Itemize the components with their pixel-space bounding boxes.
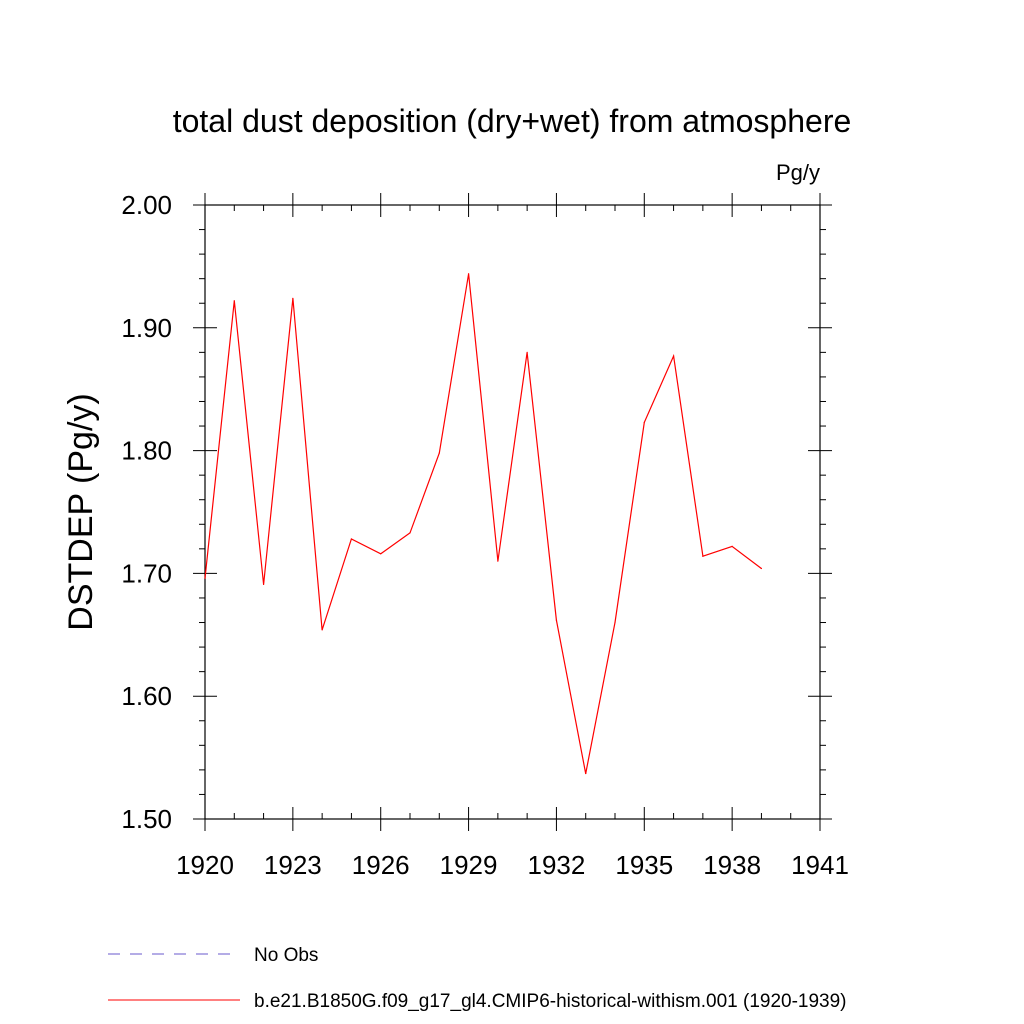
legend: No Obs b.e21.B1850G.f09_g17_gl4.CMIP6-his… xyxy=(108,945,847,1012)
legend-label: b.e21.B1850G.f09_g17_gl4.CMIP6-historica… xyxy=(254,991,847,1012)
y-tick-label: 1.60 xyxy=(121,681,172,711)
legend-label: No Obs xyxy=(254,945,318,966)
data-point xyxy=(497,560,499,562)
data-point xyxy=(467,273,470,275)
data-point xyxy=(409,532,411,534)
plot-frame xyxy=(204,204,821,820)
x-tick-label: 1938 xyxy=(703,850,761,880)
data-point xyxy=(380,553,382,555)
axis-tick-labels: 1920 1923 1926 1929 1932 1935 1938 1941 1.50 1.60… xyxy=(121,190,849,880)
x-tick-label: 1923 xyxy=(264,850,322,880)
data-point xyxy=(438,452,440,454)
data-point xyxy=(702,555,704,557)
data-point xyxy=(643,421,645,423)
data-point xyxy=(321,629,323,631)
data-point xyxy=(292,297,294,299)
series-layer xyxy=(204,273,763,775)
units-label: Pg/y xyxy=(776,160,820,185)
data-point xyxy=(614,621,616,624)
data-point xyxy=(760,567,763,570)
y-axis-label: DSTDEP (Pg/y) xyxy=(62,393,100,630)
chart-title: total dust deposition (dry+wet) from atm… xyxy=(173,103,852,139)
data-point xyxy=(672,355,675,357)
y-tick-label: 1.50 xyxy=(121,804,172,834)
data-point xyxy=(526,351,528,353)
data-point xyxy=(204,577,206,579)
x-tick-label: 1941 xyxy=(791,850,849,880)
data-point xyxy=(585,772,587,775)
data-point xyxy=(262,583,265,586)
x-tick-label: 1932 xyxy=(528,850,586,880)
y-tick-label: 1.90 xyxy=(121,313,172,343)
y-tick-label: 1.70 xyxy=(121,558,172,588)
axis-ticks xyxy=(193,193,832,831)
x-tick-label: 1929 xyxy=(440,850,498,880)
data-point xyxy=(233,300,235,302)
series-line xyxy=(204,273,762,774)
x-tick-label: 1935 xyxy=(615,850,673,880)
x-tick-label: 1920 xyxy=(176,850,234,880)
y-tick-label: 2.00 xyxy=(121,190,172,220)
data-point xyxy=(731,545,733,547)
y-tick-label: 1.80 xyxy=(121,436,172,466)
data-point xyxy=(555,619,558,621)
data-point xyxy=(350,538,353,540)
x-tick-label: 1926 xyxy=(352,850,410,880)
